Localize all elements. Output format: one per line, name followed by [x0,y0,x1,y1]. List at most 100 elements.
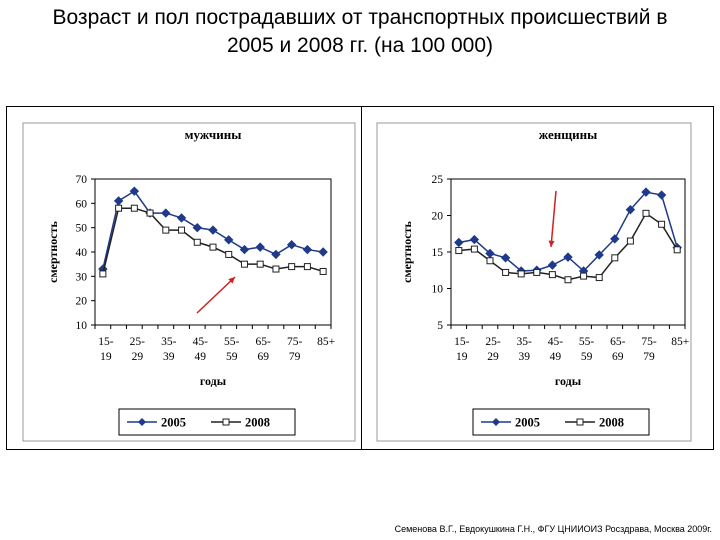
citation: Семенова В.Г., Евдокушкина Г.Н., ФГУ ЦНИ… [394,524,712,534]
data-point-2008 [455,247,463,255]
data-point-2008 [517,270,525,278]
x-tick-label: 35- [517,336,533,348]
x-tick-label: 49 [550,351,562,363]
x-tick-label: 35- [161,336,177,348]
x-tick-label: 25- [130,336,146,348]
data-point-2008 [193,238,201,246]
x-tick-label: 65- [610,336,626,348]
data-point-2008 [303,263,311,271]
x-tick-label: 29 [487,351,499,363]
annotation-arrow [550,190,557,248]
legend-label-2005: 2005 [515,416,540,430]
data-point-2008 [470,245,478,253]
data-point-2005 [113,196,124,206]
x-tick-label: 39 [518,351,530,363]
data-point-2005 [454,237,464,248]
data-point-2008 [288,263,296,271]
data-point-2005 [224,235,234,245]
x-tick-label: 85+ [671,336,689,348]
y-tick-label: 10 [76,320,88,332]
chart-panel-women: женщины 5 10 15 20 25 15- 19 25- 29 35- 39 45- 49 55- 5… [361,107,715,449]
legend-marker-2008 [576,418,584,426]
data-point-2008 [486,257,494,265]
x-tick-label: 45- [193,336,209,348]
series-line-2008 [458,212,678,281]
data-point-2008 [130,204,138,212]
data-point-2008 [115,204,123,212]
plot-area [450,178,686,326]
figure-frame: мужчины 10 20 30 40 50 60 70 15- 19 25- 29 35- 39 45- 4… [6,106,714,450]
legend-marker-2005 [138,418,146,426]
x-tick-label: 59 [581,351,593,363]
data-point-2008 [580,272,588,280]
y-axis-label: смертность [400,220,414,282]
chart-women: женщины 5 10 15 20 25 15- 19 25- 29 35- 39 45- 49 55- 5… [376,122,692,442]
title-line-1: Возраст и пол пострадавших от транспортн… [52,6,668,29]
data-point-2005 [610,234,620,244]
y-tick-label: 40 [76,247,88,259]
x-tick-label: 59 [226,351,238,363]
data-point-2008 [256,260,264,268]
y-tick-label: 25 [432,174,444,186]
x-axis-label: годы [200,374,227,388]
legend-label-2008: 2008 [599,416,624,430]
x-tick-label: 69 [612,351,624,363]
chart-men: мужчины 10 20 30 40 50 60 70 15- 19 25- 29 35- 39 45- 4… [22,122,356,442]
x-tick-label: 29 [132,351,144,363]
data-point-2008 [642,209,650,217]
x-tick-label: 65- [256,336,272,348]
data-point-2005 [129,186,140,196]
data-point-2008 [502,268,510,276]
x-axis-label: годы [555,374,582,388]
data-point-2005 [625,204,636,215]
data-point-2008 [658,220,666,228]
legend-label-2005: 2005 [161,416,186,430]
title-line-2: 2005 и 2008 гг. (на 100 000) [226,34,494,57]
legend-marker-2005 [492,418,500,426]
chart-inner-frame [376,122,692,442]
data-point-2008 [626,237,634,245]
x-tick-label: 19 [100,351,112,363]
x-tick-label: 25- [485,336,501,348]
data-point-2008 [240,260,248,268]
y-tick-label: 60 [76,198,88,210]
data-point-2008 [673,246,681,254]
y-axis-label: смертность [46,220,60,282]
data-point-2008 [611,254,619,262]
chart-title: мужчины [185,127,242,142]
data-point-2008 [564,276,572,284]
x-tick-label: 85+ [317,336,335,348]
y-tick-label: 20 [76,296,88,308]
data-point-2008 [225,250,233,258]
data-point-2005 [255,242,265,252]
data-point-2005 [208,225,218,235]
x-tick-label: 45- [548,336,564,348]
x-tick-label: 49 [195,351,207,363]
slide-title: Возраст и пол пострадавших от транспортн… [0,4,720,60]
data-point-2005 [161,208,171,218]
data-point-2008 [209,243,217,251]
y-tick-label: 30 [76,271,88,283]
data-point-2005 [500,253,511,263]
data-point-2008 [272,265,280,273]
x-tick-label: 69 [257,351,269,363]
x-tick-label: 55- [579,336,595,348]
data-point-2008 [533,268,541,276]
chart-panel-men: мужчины 10 20 30 40 50 60 70 15- 19 25- 29 35- 39 45- 4… [7,107,362,449]
x-tick-label: 75- [287,336,303,348]
legend-label-2008: 2008 [245,416,270,430]
data-point-2005 [176,213,187,223]
data-point-2005 [469,234,480,245]
y-tick-label: 50 [76,223,88,235]
y-tick-label: 15 [432,247,444,259]
data-point-2005 [547,260,558,270]
data-point-2005 [239,244,250,255]
x-tick-label: 79 [643,351,655,363]
annotation-arrowhead [548,240,555,247]
data-point-2008 [162,226,170,234]
x-tick-label: 15- [98,336,114,348]
data-point-2005 [563,252,573,262]
y-tick-label: 20 [432,211,444,223]
data-point-2008 [319,267,327,275]
x-tick-label: 39 [163,351,175,363]
